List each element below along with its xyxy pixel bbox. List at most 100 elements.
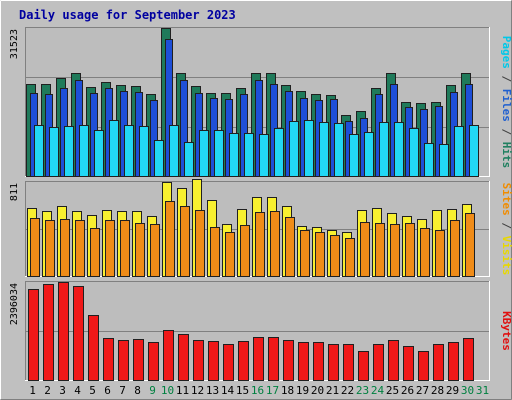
visits-bar-sites-day-12 [195,210,205,277]
kbytes-bar-kbytes-day-22 [343,344,354,381]
visits-bar-sites-day-7 [120,220,130,277]
day-label-6: 6 [104,384,111,397]
visits-legend-part: Visits [500,236,512,276]
visits-bar-sites-day-14 [225,232,235,277]
visits-bar-sites-day-28 [435,230,445,277]
visits-bar-sites-day-5 [90,228,100,277]
chart-title: Daily usage for September 2023 [19,8,236,22]
kbytes-bar-kbytes-day-15 [238,341,249,381]
visits-bar-sites-day-10 [165,201,175,277]
kbytes-bar-kbytes-day-18 [283,340,294,381]
kbytes-bar-kbytes-day-6 [103,338,114,381]
day-label-15: 15 [236,384,249,397]
day-label-14: 14 [221,384,235,397]
day-label-18: 18 [281,384,294,397]
day-label-3: 3 [59,384,66,397]
day-label-21: 21 [326,384,339,397]
hits-legend-part: Hits [500,142,512,169]
hits-bar-pages-day-6 [109,120,119,177]
visits-legend-part: Sites [500,183,512,216]
visits-bar-sites-day-8 [135,223,145,277]
hits-bar-pages-day-26 [409,128,419,177]
hits-bar-pages-day-17 [274,128,284,177]
day-label-28: 28 [431,384,444,397]
hits-bar-pages-day-15 [244,133,254,177]
day-label-20: 20 [311,384,324,397]
visits-bar-sites-day-17 [270,211,280,277]
day-label-12: 12 [191,384,204,397]
visits-bar-sites-day-16 [255,212,265,277]
hits-bar-pages-day-10 [169,125,179,177]
kbytes-bar-kbytes-day-8 [133,339,144,381]
hits-bar-pages-day-21 [334,123,344,177]
kbytes-bar-kbytes-day-16 [253,337,264,381]
kbytes-bar-kbytes-day-30 [463,338,474,381]
kbytes-bar-kbytes-day-19 [298,342,309,381]
kbytes-bar-kbytes-day-11 [178,334,189,381]
day-label-4: 4 [74,384,81,397]
hits-bar-pages-day-16 [259,134,269,177]
day-label-23: 23 [356,384,369,397]
kbytes-bar-kbytes-day-26 [403,346,414,381]
day-label-29: 29 [446,384,459,397]
kbytes-bar-kbytes-day-27 [418,351,429,381]
kbytes-bar-kbytes-day-20 [313,342,324,381]
day-label-30: 30 [461,384,474,397]
kbytes-bar-kbytes-day-9 [148,342,159,381]
hits-bar-pages-day-4 [79,125,89,177]
visits-bar-sites-day-13 [210,227,220,277]
kbytes-bar-kbytes-day-25 [388,340,399,381]
day-label-31: 31 [476,384,489,397]
day-label-17: 17 [266,384,279,397]
kbytes-bar-kbytes-day-28 [433,344,444,381]
hits-bar-pages-day-12 [199,130,209,177]
visits-bar-sites-day-18 [285,217,295,277]
hits-bar-pages-day-24 [379,122,389,177]
visits-bar-sites-day-30 [465,213,475,277]
hits-bar-pages-day-2 [49,127,59,177]
visits-bar-sites-day-4 [75,220,85,277]
hits-bar-pages-day-20 [319,122,329,177]
hits-bar-pages-day-13 [214,130,224,177]
day-label-25: 25 [386,384,399,397]
kbytes-legend-label: KBytes [500,311,512,351]
day-label-2: 2 [44,384,51,397]
day-label-11: 11 [176,384,189,397]
day-label-8: 8 [134,384,141,397]
visits-bar-sites-day-20 [315,232,325,277]
visits-bar-sites-day-1 [30,218,40,277]
hits-bar-pages-day-29 [454,126,464,177]
visits-bar-sites-day-22 [345,238,355,277]
day-label-26: 26 [401,384,414,397]
kbytes-bar-kbytes-day-7 [118,340,129,381]
visits-bar-sites-day-2 [45,220,55,277]
visits-bar-sites-day-27 [420,228,430,277]
day-label-27: 27 [416,384,429,397]
visits-bar-sites-day-24 [375,223,385,277]
hits-max-label: 31523 [9,29,20,59]
visits-bar-sites-day-9 [150,224,160,277]
day-label-9: 9 [149,384,156,397]
hits-bar-pages-day-11 [184,142,194,177]
hits-bar-pages-day-19 [304,120,314,177]
hits-bar-pages-day-30 [469,125,479,177]
hits-bar-pages-day-1 [34,125,44,177]
visits-legend-part: / [500,216,512,236]
hits-legend-part: / [500,69,512,89]
visits-bar-sites-day-15 [240,225,250,277]
hits-bar-pages-day-22 [349,134,359,177]
day-label-22: 22 [341,384,354,397]
kbytes-bar-kbytes-day-5 [88,315,99,381]
day-label-19: 19 [296,384,309,397]
kbytes-bar-kbytes-day-10 [163,330,174,381]
kbytes-bar-kbytes-day-3 [58,282,69,381]
visits-bar-sites-day-29 [450,220,460,277]
visits-bar-sites-day-3 [60,219,70,277]
day-label-16: 16 [251,384,264,397]
kbytes-bar-kbytes-day-14 [223,344,234,381]
hits-legend-part: Pages [500,36,512,69]
hits-bar-pages-day-14 [229,133,239,177]
kbytes-bar-kbytes-day-4 [73,286,84,381]
hits-bar-pages-day-7 [124,125,134,177]
